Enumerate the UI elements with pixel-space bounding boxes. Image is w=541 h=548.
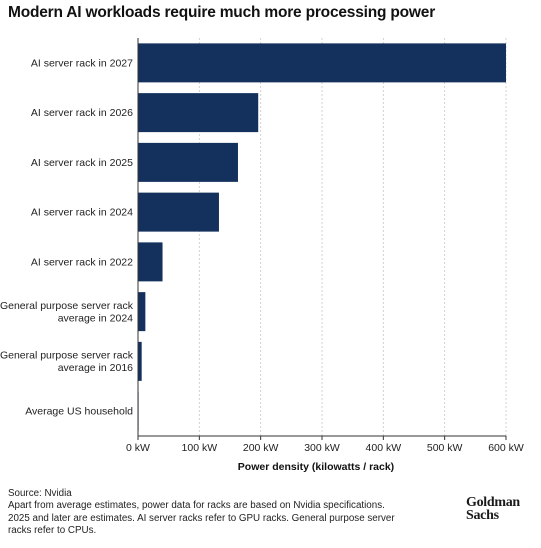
x-axis: 0 kW 100 kW 200 kW 300 kW 400 kW 500 kW 600 kW	[126, 38, 524, 454]
category-label: AI server rack in 2022	[31, 256, 133, 268]
goldman-sachs-logo: Goldman Sachs	[466, 495, 520, 523]
bar	[138, 242, 163, 282]
source-note: Source: Nvidia	[8, 488, 72, 499]
x-tick-label: 100 kW	[182, 442, 218, 454]
x-tick-label: 300 kW	[304, 442, 340, 454]
footnote: Apart from average estimates, power data…	[8, 500, 395, 537]
x-tick-label: 0 kW	[126, 442, 150, 454]
x-tick-label: 200 kW	[243, 442, 279, 454]
x-tick-label: 400 kW	[366, 442, 402, 454]
logo-line-2: Sachs	[466, 507, 499, 523]
bar	[138, 192, 219, 232]
bar	[138, 142, 238, 182]
bar	[138, 43, 506, 83]
category-label: AI server rack in 2025	[31, 157, 133, 169]
x-tick-label: 600 kW	[488, 442, 524, 454]
bar	[138, 341, 142, 381]
bars	[138, 43, 506, 431]
x-axis-label: Power density (kilowatts / rack)	[238, 461, 394, 473]
category-label: AI server rack in 2026	[31, 107, 133, 119]
chart-title: Modern AI workloads require much more pr…	[8, 4, 436, 21]
bar-chart: AI server rack in 2027 AI server rack in …	[0, 38, 524, 473]
bar	[138, 292, 146, 332]
category-labels: AI server rack in 2027 AI server rack in …	[0, 57, 134, 417]
category-label: AI server rack in 2024	[31, 207, 133, 219]
footer: Source: Nvidia Apart from average estima…	[8, 488, 408, 538]
category-label: General purpose server rack average in 20…	[0, 300, 134, 325]
bar	[138, 93, 259, 133]
category-label: AI server rack in 2027	[31, 57, 133, 69]
category-label: Average US household	[25, 406, 133, 418]
logo-line-1: Goldman	[466, 495, 520, 510]
x-tick-label: 500 kW	[427, 442, 463, 454]
category-label: General purpose server rack average in 20…	[0, 350, 134, 375]
